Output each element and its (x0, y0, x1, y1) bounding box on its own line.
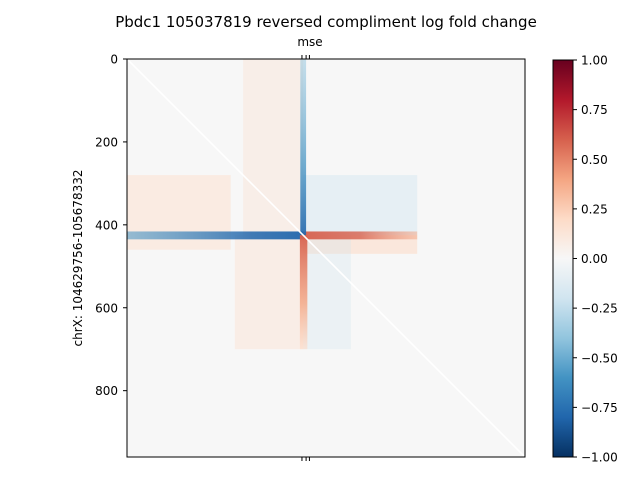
lower-right-block (303, 235, 418, 254)
colorbar-tick-label: −0.50 (581, 351, 618, 365)
y-axis-label: chrX: 104629756-105678332 (71, 170, 85, 347)
bottom-axis (301, 457, 310, 461)
top-axis (301, 55, 310, 59)
row-stripe-left (127, 231, 304, 240)
y-tick-label: 200 (95, 135, 118, 149)
colorbar-tick-label: −0.75 (581, 401, 618, 415)
y-tick-label: 400 (95, 218, 118, 232)
colorbar (552, 59, 574, 458)
colorbar-tick-label: 0.00 (581, 252, 608, 266)
y-tick-label: 800 (95, 384, 118, 398)
upper-column-block (243, 59, 304, 236)
chart-title: Pbdc1 105037819 reversed compliment log … (115, 13, 537, 31)
row-stripe-right (303, 231, 418, 240)
column-stripe-lower (299, 235, 308, 350)
top-axis-label: mse (297, 35, 322, 49)
colorbar-tick-label: 1.00 (581, 54, 608, 68)
diagonal-line (127, 59, 525, 457)
colorbar-tick-label: 0.75 (581, 103, 608, 117)
column-stripe-upper (300, 59, 307, 236)
colorbar-axis: 1.00 0.75 0.50 0.25 0.00 −0.25 −0.50 −0.75 −1.00 (573, 54, 618, 465)
lower-column-block (234, 235, 304, 350)
lower-right-faint-block (303, 235, 351, 350)
colorbar-tick-label: −1.00 (581, 451, 618, 465)
colorbar-tick-label: 0.50 (581, 153, 608, 167)
plot-frame (126, 58, 526, 458)
upper-right-block (303, 175, 418, 236)
heatmap-matrix (127, 59, 525, 457)
colorbar-tick-label: 0.25 (581, 202, 608, 216)
colorbar-tick-label: −0.25 (581, 302, 618, 316)
y-tick-label: 600 (95, 301, 118, 315)
y-tick-label: 0 (110, 53, 118, 67)
y-axis: 0 200 400 600 800 (95, 53, 127, 398)
